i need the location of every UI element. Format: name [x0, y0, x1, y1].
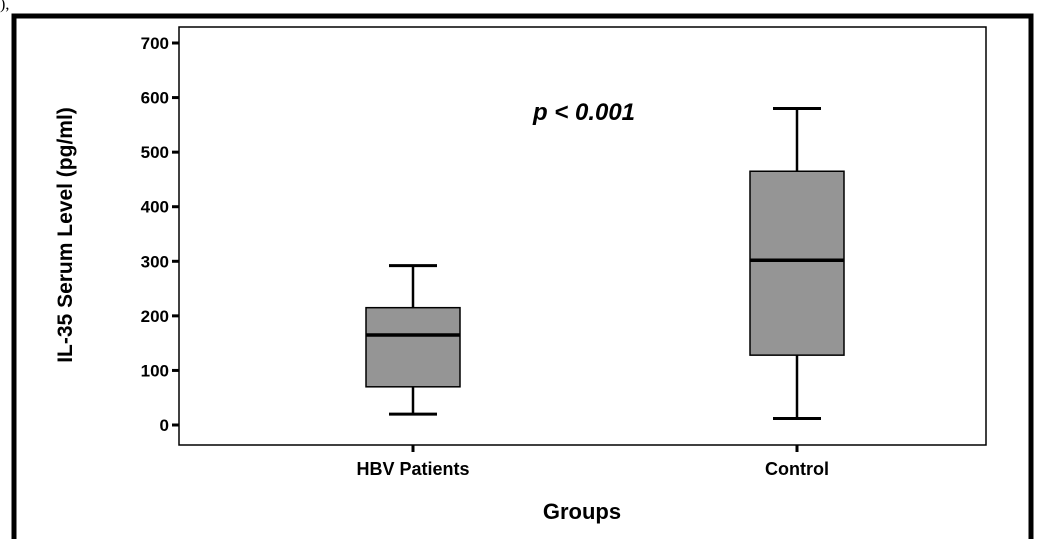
outer-frame: [11, 13, 1034, 539]
y-tick-label: 400: [141, 198, 169, 217]
x-tick-label: Control: [765, 459, 829, 479]
corner-text: ),: [0, 0, 9, 13]
y-axis-title: IL-35 Serum Level (pg/ml): [54, 107, 77, 363]
y-tick-label: 600: [141, 89, 169, 108]
plot-frame: [178, 26, 987, 446]
x-axis: HBV Patients Control: [356, 445, 829, 479]
y-tick-label: 0: [160, 416, 169, 435]
y-tick-label: 300: [141, 252, 169, 271]
iqr-box: [365, 306, 461, 388]
y-axis: 0 100 200 300 400 500 600 700: [141, 34, 179, 435]
boxes: [365, 106, 845, 420]
p-value-annotation: p < 0.001: [532, 99, 635, 126]
boxplot-control: [749, 106, 845, 420]
y-tick-label: 700: [141, 34, 169, 53]
y-tick-label: 500: [141, 143, 169, 162]
boxplot-hbv-patients: [365, 264, 461, 416]
y-tick-label: 100: [141, 361, 169, 380]
y-tick-label: 200: [141, 307, 169, 326]
x-axis-title: Groups: [543, 499, 621, 524]
x-tick-label: HBV Patients: [356, 459, 469, 479]
iqr-box: [749, 170, 845, 356]
